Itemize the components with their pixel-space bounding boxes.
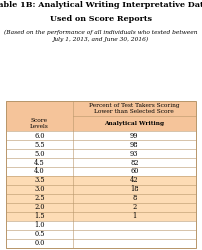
Text: 6.0: 6.0: [34, 132, 45, 140]
Text: 2: 2: [132, 203, 137, 211]
Text: 5.0: 5.0: [34, 150, 45, 158]
Text: 42: 42: [130, 176, 139, 184]
Text: 3.5: 3.5: [34, 176, 45, 184]
Text: Table 1B: Analytical Writing Interpretative Data: Table 1B: Analytical Writing Interpretat…: [0, 1, 202, 9]
Text: 1.5: 1.5: [34, 212, 45, 220]
Text: 2.0: 2.0: [34, 203, 45, 211]
Bar: [6, 101, 196, 248]
Text: 5.5: 5.5: [34, 141, 45, 149]
Text: Used on Score Reports: Used on Score Reports: [50, 15, 152, 23]
Bar: [6, 101, 196, 131]
Text: 1.0: 1.0: [34, 221, 45, 229]
Text: 98: 98: [130, 141, 139, 149]
Bar: [6, 185, 196, 194]
Text: 3.0: 3.0: [34, 186, 45, 194]
Bar: [6, 203, 196, 212]
Text: 93: 93: [130, 150, 139, 158]
Text: (Based on the performance of all individuals who tested between
July 1, 2013, an: (Based on the performance of all individ…: [4, 30, 198, 42]
Bar: [6, 212, 196, 221]
Text: 1: 1: [132, 212, 137, 220]
Text: 99: 99: [130, 132, 139, 140]
Text: 0.0: 0.0: [34, 239, 45, 247]
Bar: [6, 101, 196, 248]
Text: 82: 82: [130, 158, 139, 166]
Text: Analytical Writing: Analytical Writing: [104, 121, 164, 126]
Bar: [6, 176, 196, 185]
Text: 4.5: 4.5: [34, 158, 45, 166]
Text: Score
Levels: Score Levels: [30, 118, 49, 129]
Text: 0.5: 0.5: [34, 230, 45, 238]
Text: 8: 8: [132, 194, 137, 202]
Text: 18: 18: [130, 186, 139, 194]
Text: 4.0: 4.0: [34, 168, 45, 175]
Text: 60: 60: [130, 168, 139, 175]
Bar: [6, 194, 196, 203]
Text: Percent of Test Takers Scoring
Lower than Selected Score: Percent of Test Takers Scoring Lower tha…: [89, 103, 180, 114]
Text: 2.5: 2.5: [34, 194, 45, 202]
